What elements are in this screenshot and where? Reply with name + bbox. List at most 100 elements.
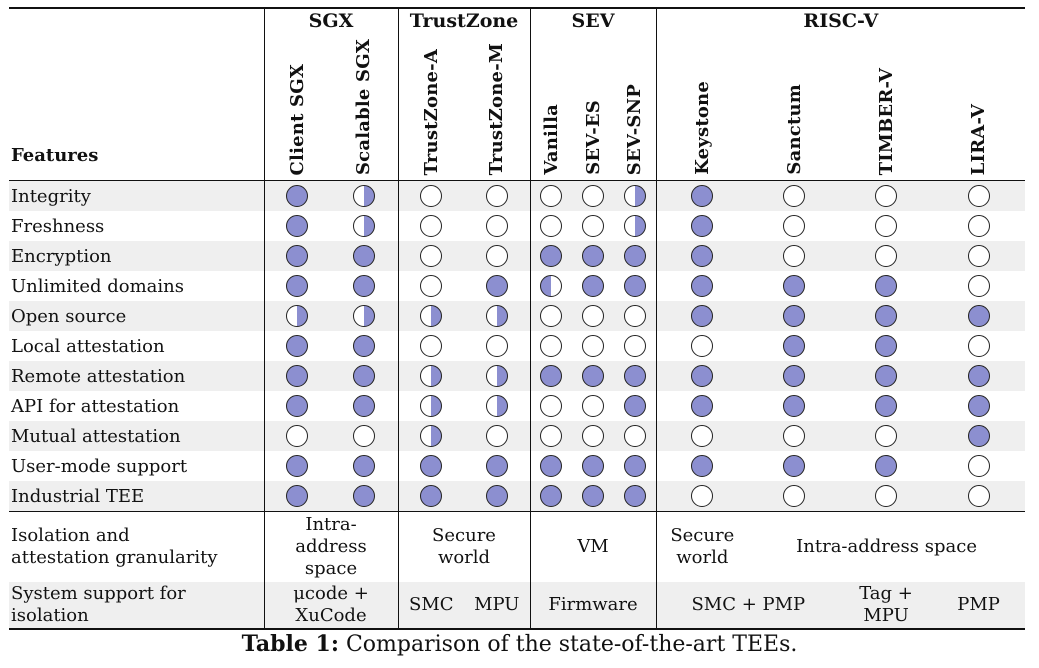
full-circle-icon: [623, 245, 646, 268]
empty-circle-icon: [967, 275, 990, 298]
isolation-sev: VM: [529, 511, 657, 583]
system-tza: SMC: [397, 582, 465, 631]
empty-circle-icon: [420, 185, 443, 208]
empty-circle-icon: [875, 215, 898, 238]
system-label-line: System support for: [11, 583, 186, 605]
caption-text: Comparison of the state-of-the-art TEEs.: [338, 632, 798, 657]
full-circle-icon: [783, 335, 806, 358]
full-circle-icon: [691, 245, 714, 268]
full-circle-icon: [540, 245, 563, 268]
group-header-sgx: SGX: [263, 7, 399, 33]
isolation-label-line: Isolation and: [11, 525, 130, 547]
empty-circle-icon: [420, 275, 443, 298]
feature-row: Mutual attestation: [9, 421, 1026, 452]
system-sgx-line: XuCode: [295, 605, 367, 627]
feature-cell: [932, 180, 1026, 212]
feature-cell: [572, 271, 614, 301]
system-sev: Firmware: [529, 582, 657, 631]
feature-cell: [330, 211, 398, 241]
feature-cell: [614, 421, 657, 452]
feature-cell: [263, 301, 330, 332]
feature-cell: [840, 241, 933, 272]
tee-comparison-table: SGX TrustZone SEV RISC-V Features Client…: [9, 7, 1026, 631]
feature-cell: [614, 211, 656, 241]
full-circle-icon: [967, 305, 990, 328]
empty-circle-icon: [691, 485, 714, 508]
isolation-tz-line: world: [437, 547, 491, 569]
feature-cell: [748, 211, 840, 241]
empty-circle-icon: [691, 335, 714, 358]
column-header-label: SEV-SNP: [624, 83, 646, 176]
feature-cell: [330, 301, 399, 332]
empty-circle-icon: [875, 485, 898, 508]
empty-circle-icon: [582, 185, 605, 208]
feature-cell: [748, 391, 840, 421]
full-circle-icon: [286, 335, 309, 358]
column-header-label: TrustZone-A: [420, 48, 442, 176]
feature-row: Open source: [9, 301, 1026, 332]
feature-cell: [263, 271, 330, 302]
isolation-keystone-line: Secure: [670, 525, 735, 547]
feature-cell: [464, 481, 531, 512]
feature-cell: [330, 451, 398, 481]
feature-cell: [748, 241, 841, 272]
full-circle-icon: [352, 485, 375, 508]
column-header-label: Sanctum: [783, 84, 805, 176]
feature-cell: [397, 421, 465, 452]
feature-cell: [614, 481, 657, 512]
full-circle-icon: [582, 455, 605, 478]
full-circle-icon: [875, 335, 898, 358]
feature-cell: [748, 271, 840, 301]
feature-name: Industrial TEE: [9, 481, 264, 512]
empty-circle-icon: [582, 305, 605, 328]
feature-cell: [932, 361, 1026, 392]
full-circle-icon: [420, 455, 443, 478]
feature-cell: [464, 421, 531, 452]
empty-circle-icon: [420, 215, 443, 238]
feature-cell: [529, 241, 573, 272]
system-timber-line: MPU: [863, 605, 909, 627]
feature-cell: [840, 211, 932, 241]
feature-cell: [655, 241, 749, 272]
feature-cell: [397, 241, 465, 272]
feature-cell: [263, 421, 330, 452]
empty-circle-icon: [420, 245, 443, 268]
full-circle-icon: [875, 305, 898, 328]
full-circle-icon: [623, 275, 646, 298]
feature-cell: [263, 331, 330, 362]
full-circle-icon: [623, 455, 646, 478]
empty-circle-icon: [540, 305, 563, 328]
feature-cell: [932, 481, 1026, 512]
empty-circle-icon: [967, 455, 990, 478]
feature-cell: [840, 421, 933, 452]
full-circle-icon: [875, 275, 898, 298]
empty-circle-icon: [485, 215, 508, 238]
feature-cell: [330, 331, 398, 361]
full-circle-icon: [582, 365, 605, 388]
feature-name: Open source: [9, 301, 264, 332]
feature-cell: [397, 331, 465, 362]
corner-cell: [9, 7, 264, 33]
half-circle-icon: [485, 365, 508, 388]
half-circle-icon: [420, 395, 443, 418]
feature-cell: [932, 271, 1025, 301]
full-circle-icon: [691, 185, 714, 208]
half-circle-icon: [352, 185, 375, 208]
feature-cell: [397, 481, 465, 512]
empty-circle-icon: [623, 335, 646, 358]
feature-cell: [614, 331, 656, 361]
feature-cell: [572, 180, 615, 212]
empty-circle-icon: [623, 425, 646, 448]
feature-cell: [932, 391, 1025, 421]
full-circle-icon: [352, 365, 375, 388]
empty-circle-icon: [967, 245, 990, 268]
feature-name: Integrity: [9, 180, 264, 212]
feature-cell: [397, 361, 465, 392]
feature-cell: [397, 301, 465, 332]
system-lira: PMP: [932, 582, 1026, 631]
full-circle-icon: [691, 455, 714, 478]
half-circle-icon: [420, 425, 443, 448]
tee-comparison-table-wrapper: SGX TrustZone SEV RISC-V Features Client…: [9, 7, 1026, 631]
full-circle-icon: [352, 335, 375, 358]
feature-cell: [614, 361, 657, 392]
